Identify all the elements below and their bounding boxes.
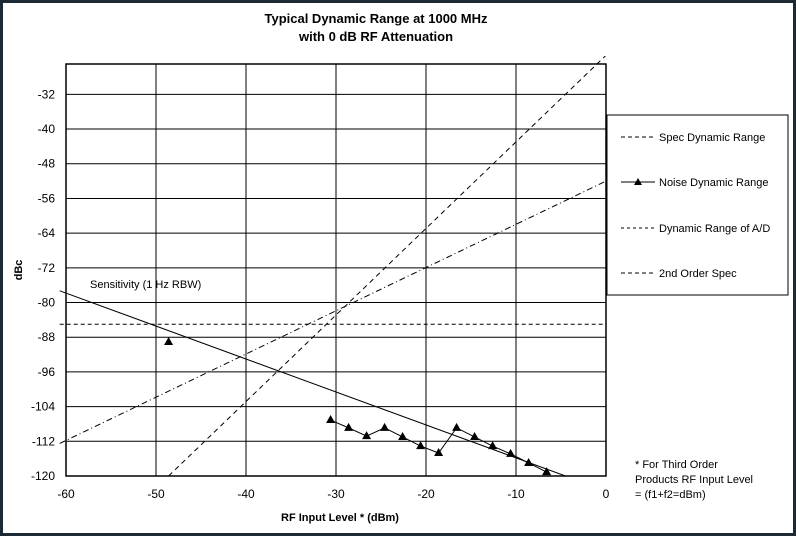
- legend-item-ad: Dynamic Range of A/D: [659, 223, 770, 235]
- series-line: [59, 180, 606, 444]
- y-tick-label: -96: [38, 365, 56, 379]
- y-tick-label: -40: [38, 122, 56, 136]
- data-point-triangle: [542, 467, 552, 476]
- footnote-line-1: * For Third Order: [635, 459, 718, 471]
- data-point-triangle: [434, 448, 444, 457]
- data-point-triangle: [416, 441, 426, 450]
- data-point-triangle: [344, 422, 354, 431]
- x-axis-label: RF Input Level * (dBm): [281, 512, 399, 524]
- data-point-triangle: [164, 336, 174, 345]
- y-axis-label: dBc: [13, 260, 25, 281]
- y-axis-ticks: -32 -40 -48 -56 -64 -72 -80 -88 -96 -104 -112 -120: [31, 87, 55, 483]
- series-spec-dynamic-range: [168, 56, 606, 476]
- x-tick-label: -40: [237, 487, 255, 501]
- x-tick-label: -50: [147, 487, 165, 501]
- series-2nd-order-spec: [59, 180, 606, 444]
- y-tick-label: -56: [38, 191, 56, 205]
- y-tick-label: -80: [38, 296, 56, 310]
- series-line: [168, 56, 606, 476]
- data-point-triangle: [488, 441, 498, 450]
- legend-box: [606, 114, 789, 296]
- chart-subtitle: with 0 dB RF Attenuation: [298, 29, 453, 44]
- y-tick-label: -32: [38, 87, 56, 101]
- x-tick-label: -20: [417, 487, 435, 501]
- y-tick-label: -112: [32, 434, 55, 448]
- y-tick-label: -64: [38, 226, 56, 240]
- chart-title: Typical Dynamic Range at 1000 MHz: [264, 11, 488, 26]
- y-tick-label: -48: [38, 157, 56, 171]
- data-point-triangle: [524, 457, 534, 466]
- annotation-sensitivity: Sensitivity (1 Hz RBW): [90, 279, 201, 291]
- y-tick-label: -120: [31, 469, 55, 483]
- noise-line: [330, 419, 547, 473]
- data-point-triangle: [470, 431, 480, 440]
- data-point-triangle: [362, 431, 372, 440]
- y-tick-label: -72: [38, 261, 56, 275]
- data-point-triangle: [326, 415, 336, 424]
- legend-item-2nd: 2nd Order Spec: [659, 268, 737, 280]
- x-tick-label: -30: [327, 487, 345, 501]
- grid: [65, 63, 607, 477]
- x-tick-label: -60: [57, 487, 75, 501]
- x-tick-label: 0: [603, 487, 610, 501]
- legend-marker-triangle: [634, 178, 642, 185]
- x-axis-ticks: -60 -50 -40 -30 -20 -10 0: [57, 487, 609, 501]
- data-point-triangle: [398, 431, 408, 440]
- series-noise-dynamic-range: [59, 290, 566, 476]
- sensitivity-line: [59, 290, 566, 476]
- y-tick-label: -104: [31, 400, 55, 414]
- legend: Spec Dynamic Range Noise Dynamic Range D…: [606, 114, 789, 296]
- legend-item-noise: Noise Dynamic Range: [659, 177, 768, 189]
- footnote-line-2: Products RF Input Level: [635, 474, 753, 486]
- series-layer: [59, 56, 606, 476]
- y-tick-label: -88: [38, 330, 56, 344]
- x-tick-label: -10: [507, 487, 525, 501]
- legend-item-spec: Spec Dynamic Range: [659, 132, 765, 144]
- footnote-line-3: = (f1+f2=dBm): [635, 489, 706, 501]
- data-point-triangle: [380, 422, 390, 431]
- data-point-triangle: [452, 422, 462, 431]
- data-point-triangle: [506, 448, 516, 457]
